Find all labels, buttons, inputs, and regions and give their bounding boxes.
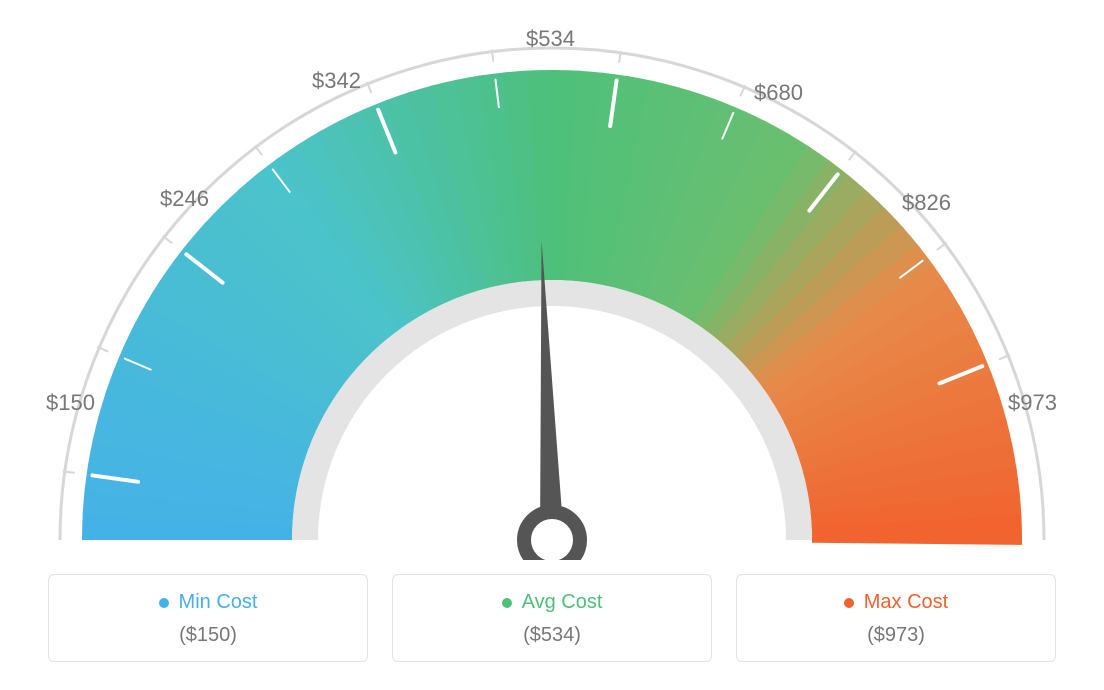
- dot-icon: [502, 598, 512, 608]
- legend-label: Avg Cost: [522, 591, 603, 614]
- legend-label-wrap: Min Cost: [159, 591, 258, 614]
- tick-label: $680: [754, 80, 803, 106]
- legend-label-wrap: Max Cost: [844, 591, 948, 614]
- tick-label: $150: [46, 390, 95, 416]
- gauge-chart-container: $150 $246 $342 $534 $680 $826 $973 Min C…: [0, 0, 1104, 690]
- tick-label: $534: [526, 26, 575, 52]
- dot-icon: [159, 598, 169, 608]
- legend-label: Min Cost: [179, 591, 258, 614]
- legend-card-max: Max Cost ($973): [736, 574, 1056, 662]
- gauge: $150 $246 $342 $534 $680 $826 $973: [32, 20, 1072, 560]
- legend-value: ($534): [405, 624, 699, 647]
- tick-label: $246: [160, 186, 209, 212]
- tick-label: $826: [902, 190, 951, 216]
- dot-icon: [844, 598, 854, 608]
- legend-label-wrap: Avg Cost: [502, 591, 603, 614]
- legend-value: ($150): [61, 624, 355, 647]
- legend-card-min: Min Cost ($150): [48, 574, 368, 662]
- legend-card-avg: Avg Cost ($534): [392, 574, 712, 662]
- legend-row: Min Cost ($150) Avg Cost ($534) Max Cost…: [0, 574, 1104, 662]
- gauge-svg: [32, 20, 1072, 560]
- tick-label: $342: [312, 68, 361, 94]
- legend-label: Max Cost: [864, 591, 948, 614]
- tick-label: $973: [1008, 390, 1057, 416]
- legend-value: ($973): [749, 624, 1043, 647]
